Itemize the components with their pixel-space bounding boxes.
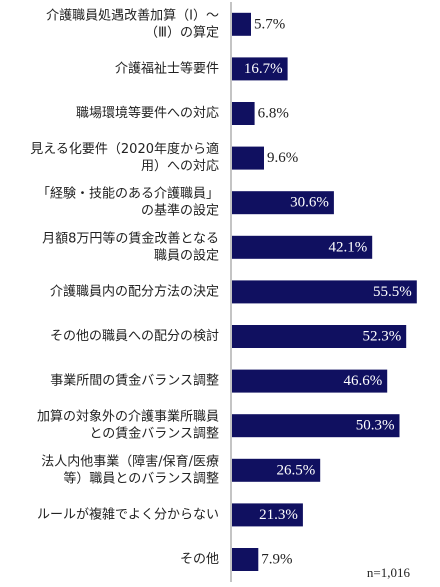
data-label-4: 30.6% [290, 195, 329, 211]
category-label-3: 見える化要件（2020年度から適用）への対応 [30, 141, 219, 174]
category-label-12: その他 [180, 552, 219, 567]
data-label-9: 50.3% [356, 418, 395, 434]
bar-10 [232, 458, 321, 482]
bar-8 [232, 369, 388, 393]
data-label-0: 5.7% [254, 16, 285, 32]
sample-size-note: n=1,016 [366, 565, 410, 580]
category-label-4: 「経験・技能のある介護職員」の基準の設定 [37, 186, 219, 219]
data-label-8: 46.6% [343, 373, 382, 389]
category-label-9: 加算の対象外の介護事業所職員との賃金バランス調整 [37, 409, 219, 442]
data-label-10: 26.5% [276, 462, 315, 478]
bar-5 [232, 235, 373, 259]
data-label-12: 7.9% [261, 552, 292, 568]
data-label-6: 55.5% [373, 284, 412, 300]
category-label-0: 介護職員処遇改善加算（Ⅰ）～（Ⅲ）の算定 [46, 7, 219, 40]
data-label-1: 16.7% [244, 61, 283, 77]
category-label-5: 月額8万円等の賃金改善となる職員の設定 [42, 230, 219, 263]
data-label-7: 52.3% [362, 329, 401, 345]
category-label-11: ルールが複雑でよく分からない [37, 506, 219, 522]
data-label-11: 21.3% [259, 507, 298, 523]
bar-6 [232, 280, 417, 304]
data-label-5: 42.1% [328, 239, 367, 255]
category-label-7: その他の職員への配分の検討 [50, 328, 219, 344]
bar-12 [232, 548, 259, 571]
bar-1 [232, 57, 288, 81]
category-label-10: 法人内他事業（障害/保育/医療等）職員とのバランス調整 [41, 453, 219, 486]
category-label-1: 介護福祉士等要件 [115, 60, 219, 76]
category-label-6: 介護職員内の配分方法の決定 [50, 283, 219, 299]
category-label-8: 事業所間の賃金バランス調整 [50, 373, 219, 389]
category-label-2: 職場環境等要件への対応 [76, 105, 219, 121]
bar-0 [232, 12, 251, 36]
data-label-2: 6.8% [258, 106, 289, 122]
bar-7 [232, 325, 407, 348]
bar-9 [232, 414, 400, 438]
bar-2 [232, 102, 255, 125]
bar-11 [232, 503, 303, 527]
bar-4 [232, 191, 334, 215]
data-label-3: 9.6% [267, 150, 298, 166]
bar-3 [232, 146, 264, 170]
